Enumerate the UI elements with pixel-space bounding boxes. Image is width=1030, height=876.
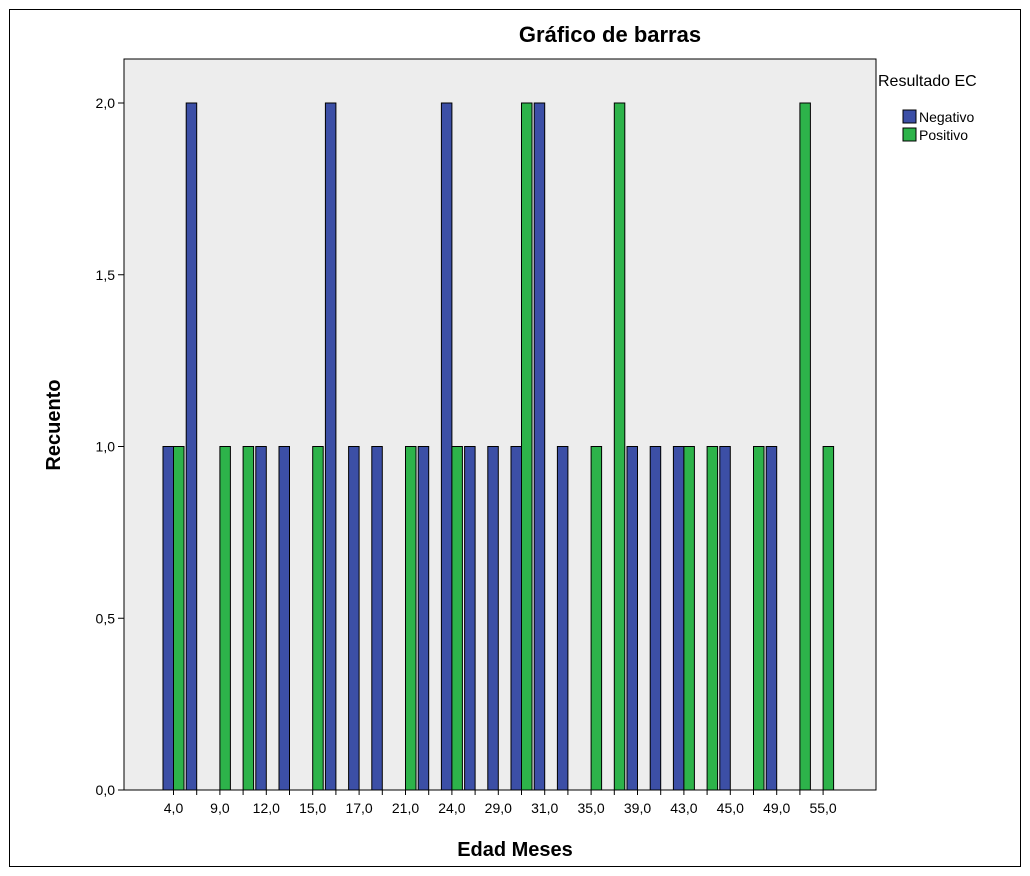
x-tick-label: 17,0	[345, 800, 372, 816]
bar-negativo	[417, 446, 430, 791]
legend-swatch-positivo	[902, 127, 917, 142]
x-tick-label: 35,0	[577, 800, 604, 816]
bar-negativo	[765, 446, 778, 791]
bar-positivo	[706, 446, 719, 791]
bar-negativo	[464, 446, 476, 791]
x-tick-label: 31,0	[531, 800, 558, 816]
bar-negativo	[649, 446, 662, 791]
y-axis-title: Recuento	[43, 379, 65, 470]
bar-negativo	[719, 446, 731, 791]
y-tick-label: 0,5	[96, 610, 116, 626]
x-tick-label: 9,0	[210, 800, 230, 816]
bar-positivo	[590, 446, 603, 791]
y-tick-label: 1,5	[96, 267, 116, 283]
x-axis: 4,0 9,0 12,0 15,0 17,0 21,0 24,0 29,0 31,0 35,0 39…	[124, 789, 876, 816]
bar-positivo	[312, 446, 324, 791]
y-axis: 0,0 0,5 1,0 1,5 2,0	[96, 59, 125, 798]
bar-negativo	[440, 102, 453, 791]
x-tick-label: 45,0	[717, 800, 744, 816]
y-tick-label: 0,0	[96, 782, 116, 798]
bar-negativo	[556, 446, 569, 791]
bar-positivo	[521, 102, 533, 791]
chart-frame: Gráfico de barras Recuento Edad Meses 0,…	[9, 9, 1021, 867]
x-tick-label: 12,0	[253, 800, 280, 816]
bar-positivo	[173, 446, 185, 791]
x-tick-label: 24,0	[438, 800, 465, 816]
bar-positivo	[613, 102, 626, 791]
bar-positivo	[799, 102, 811, 791]
bar-positivo	[683, 446, 695, 791]
bar-negativo	[162, 446, 174, 791]
bar-positivo	[753, 446, 765, 791]
x-tick-label: 15,0	[299, 800, 326, 816]
legend-label-positivo: Positivo	[919, 127, 968, 143]
x-axis-title: Edad Meses	[457, 839, 573, 861]
bar-negativo	[510, 446, 522, 791]
bar-negativo	[185, 102, 198, 791]
bar-chart: Gráfico de barras Recuento Edad Meses 0,…	[43, 22, 977, 861]
bars-group	[162, 102, 835, 791]
x-tick-label: 39,0	[624, 800, 651, 816]
y-tick-label: 2,0	[96, 95, 116, 111]
x-tick-label: 29,0	[485, 800, 512, 816]
x-tick-label: 55,0	[809, 800, 836, 816]
bar-negativo	[672, 446, 685, 791]
chart-title: Gráfico de barras	[519, 22, 701, 47]
bar-positivo	[219, 446, 231, 791]
bar-positivo	[405, 446, 417, 791]
bar-positivo	[451, 446, 463, 791]
legend: Resultado EC Negativo Positivo	[878, 73, 977, 143]
x-tick-label: 49,0	[763, 800, 790, 816]
x-tick-label: 21,0	[392, 800, 419, 816]
bar-negativo	[371, 446, 383, 791]
bar-negativo	[487, 446, 499, 791]
y-tick-label: 1,0	[96, 439, 116, 455]
bar-negativo	[626, 446, 638, 791]
bar-negativo	[278, 446, 290, 791]
bar-negativo	[255, 446, 267, 791]
bar-positivo	[242, 446, 255, 791]
bar-negativo	[348, 446, 360, 791]
legend-swatch-negativo	[902, 109, 917, 124]
bar-positivo	[822, 446, 835, 791]
bar-negativo	[324, 102, 337, 791]
legend-title: Resultado EC	[878, 73, 977, 90]
x-tick-label: 43,0	[670, 800, 697, 816]
bar-negativo	[533, 102, 546, 791]
legend-label-negativo: Negativo	[919, 109, 974, 125]
x-tick-label: 4,0	[164, 800, 184, 816]
